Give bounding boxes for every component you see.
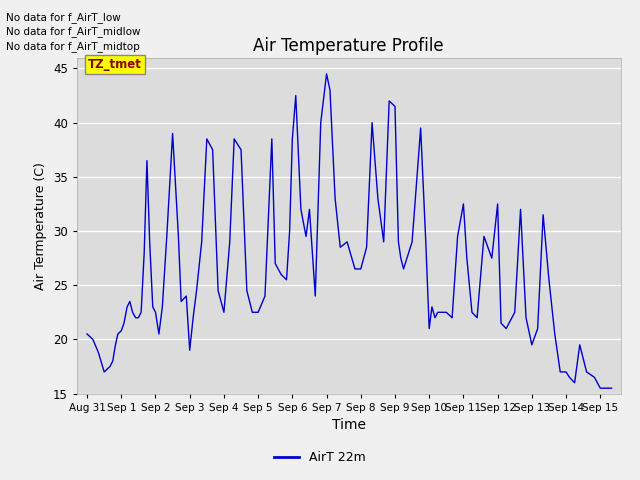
X-axis label: Time: Time [332, 418, 366, 432]
Text: No data for f_AirT_midtop: No data for f_AirT_midtop [6, 41, 140, 52]
Text: No data for f_AirT_midlow: No data for f_AirT_midlow [6, 26, 141, 37]
Text: No data for f_AirT_low: No data for f_AirT_low [6, 12, 121, 23]
Legend: AirT 22m: AirT 22m [269, 446, 371, 469]
Text: TZ_tmet: TZ_tmet [88, 58, 141, 71]
Y-axis label: Air Termperature (C): Air Termperature (C) [35, 162, 47, 289]
Title: Air Temperature Profile: Air Temperature Profile [253, 36, 444, 55]
